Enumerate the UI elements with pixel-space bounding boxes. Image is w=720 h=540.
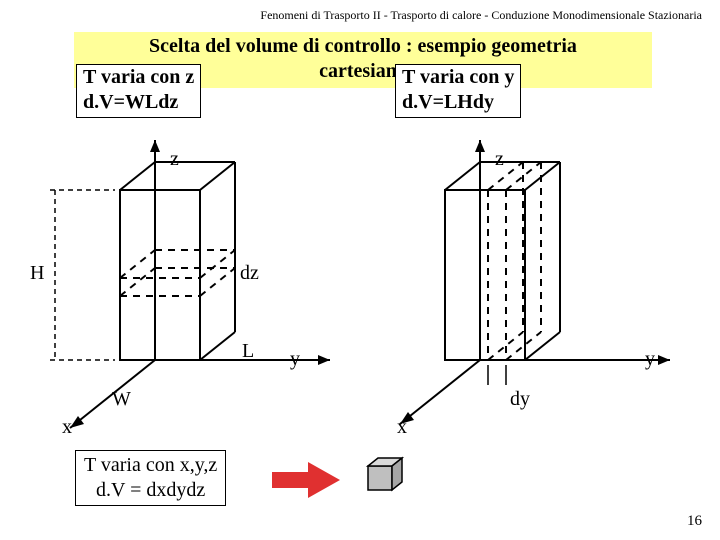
right-diagram	[370, 140, 690, 440]
w-label: W	[112, 388, 131, 411]
arrow-icon	[270, 460, 350, 500]
small-cube-icon	[360, 452, 410, 502]
y-axis-label-left: y	[290, 348, 300, 371]
right-case-l1: T varia con y	[402, 66, 514, 88]
bottom-case-box: T varia con x,y,z d.V = dxdydz	[75, 450, 226, 506]
x-axis-label-left: x	[62, 416, 72, 439]
title-line1: Scelta del volume di controllo : esempio…	[149, 35, 577, 57]
left-case-l1: T varia con z	[83, 66, 194, 88]
dy-label: dy	[510, 388, 530, 411]
left-diagram	[30, 140, 350, 440]
left-case-l2: d.V=WLdz	[83, 91, 178, 113]
bottom-l2: d.V = dxdydz	[96, 479, 205, 501]
breadcrumb: Fenomeni di Trasporto II - Trasporto di …	[260, 8, 702, 23]
z-axis-label-right: z	[495, 148, 504, 171]
title-line2: cartesiana	[319, 60, 407, 82]
page-number: 16	[687, 513, 702, 530]
z-axis-label-left: z	[170, 148, 179, 171]
right-case-l2: d.V=LHdy	[402, 91, 494, 113]
bottom-l1: T varia con x,y,z	[84, 454, 217, 476]
h-label: H	[30, 262, 44, 285]
right-case-box: T varia con y d.V=LHdy	[395, 64, 521, 118]
x-axis-label-right: x	[397, 416, 407, 439]
left-case-box: T varia con z d.V=WLdz	[76, 64, 201, 118]
l-label: L	[242, 340, 254, 363]
dz-label: dz	[240, 262, 259, 285]
y-axis-label-right: y	[645, 348, 655, 371]
